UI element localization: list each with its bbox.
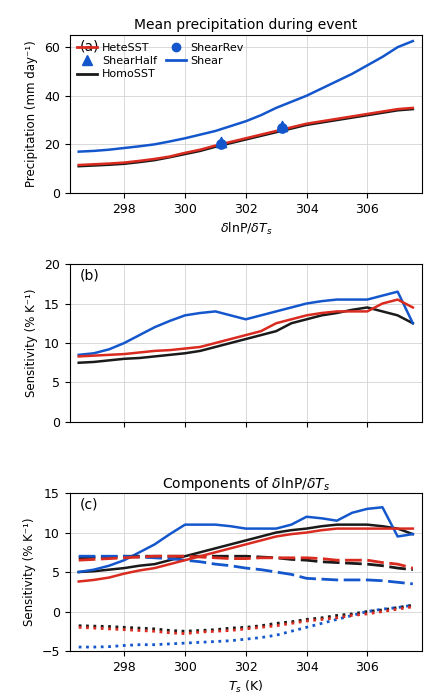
Y-axis label: Sensitivity (% K⁻¹): Sensitivity (% K⁻¹) xyxy=(23,518,36,626)
Point xyxy=(217,138,224,149)
Title: Mean precipitation during event: Mean precipitation during event xyxy=(134,18,357,32)
Y-axis label: Sensitivity (% K⁻¹): Sensitivity (% K⁻¹) xyxy=(25,288,38,398)
Y-axis label: Precipitation (mm day⁻¹): Precipitation (mm day⁻¹) xyxy=(25,41,38,188)
Title: Components of $\delta$lnP/$\delta$$T_s$: Components of $\delta$lnP/$\delta$$T_s$ xyxy=(161,475,329,493)
Point xyxy=(217,136,224,148)
Text: (b): (b) xyxy=(80,269,100,283)
Text: (a): (a) xyxy=(80,40,99,54)
X-axis label: $\it{T_s}$ (K): $\it{T_s}$ (K) xyxy=(227,679,263,695)
X-axis label: $\delta$lnP/$\delta$$T_s$: $\delta$lnP/$\delta$$T_s$ xyxy=(219,221,271,237)
Point xyxy=(278,122,285,134)
Text: (c): (c) xyxy=(80,498,99,512)
Point xyxy=(278,120,285,132)
Legend: HeteSST, ShearHalf, HomoSST, ShearRev, Shear: HeteSST, ShearHalf, HomoSST, ShearRev, S… xyxy=(75,41,245,82)
